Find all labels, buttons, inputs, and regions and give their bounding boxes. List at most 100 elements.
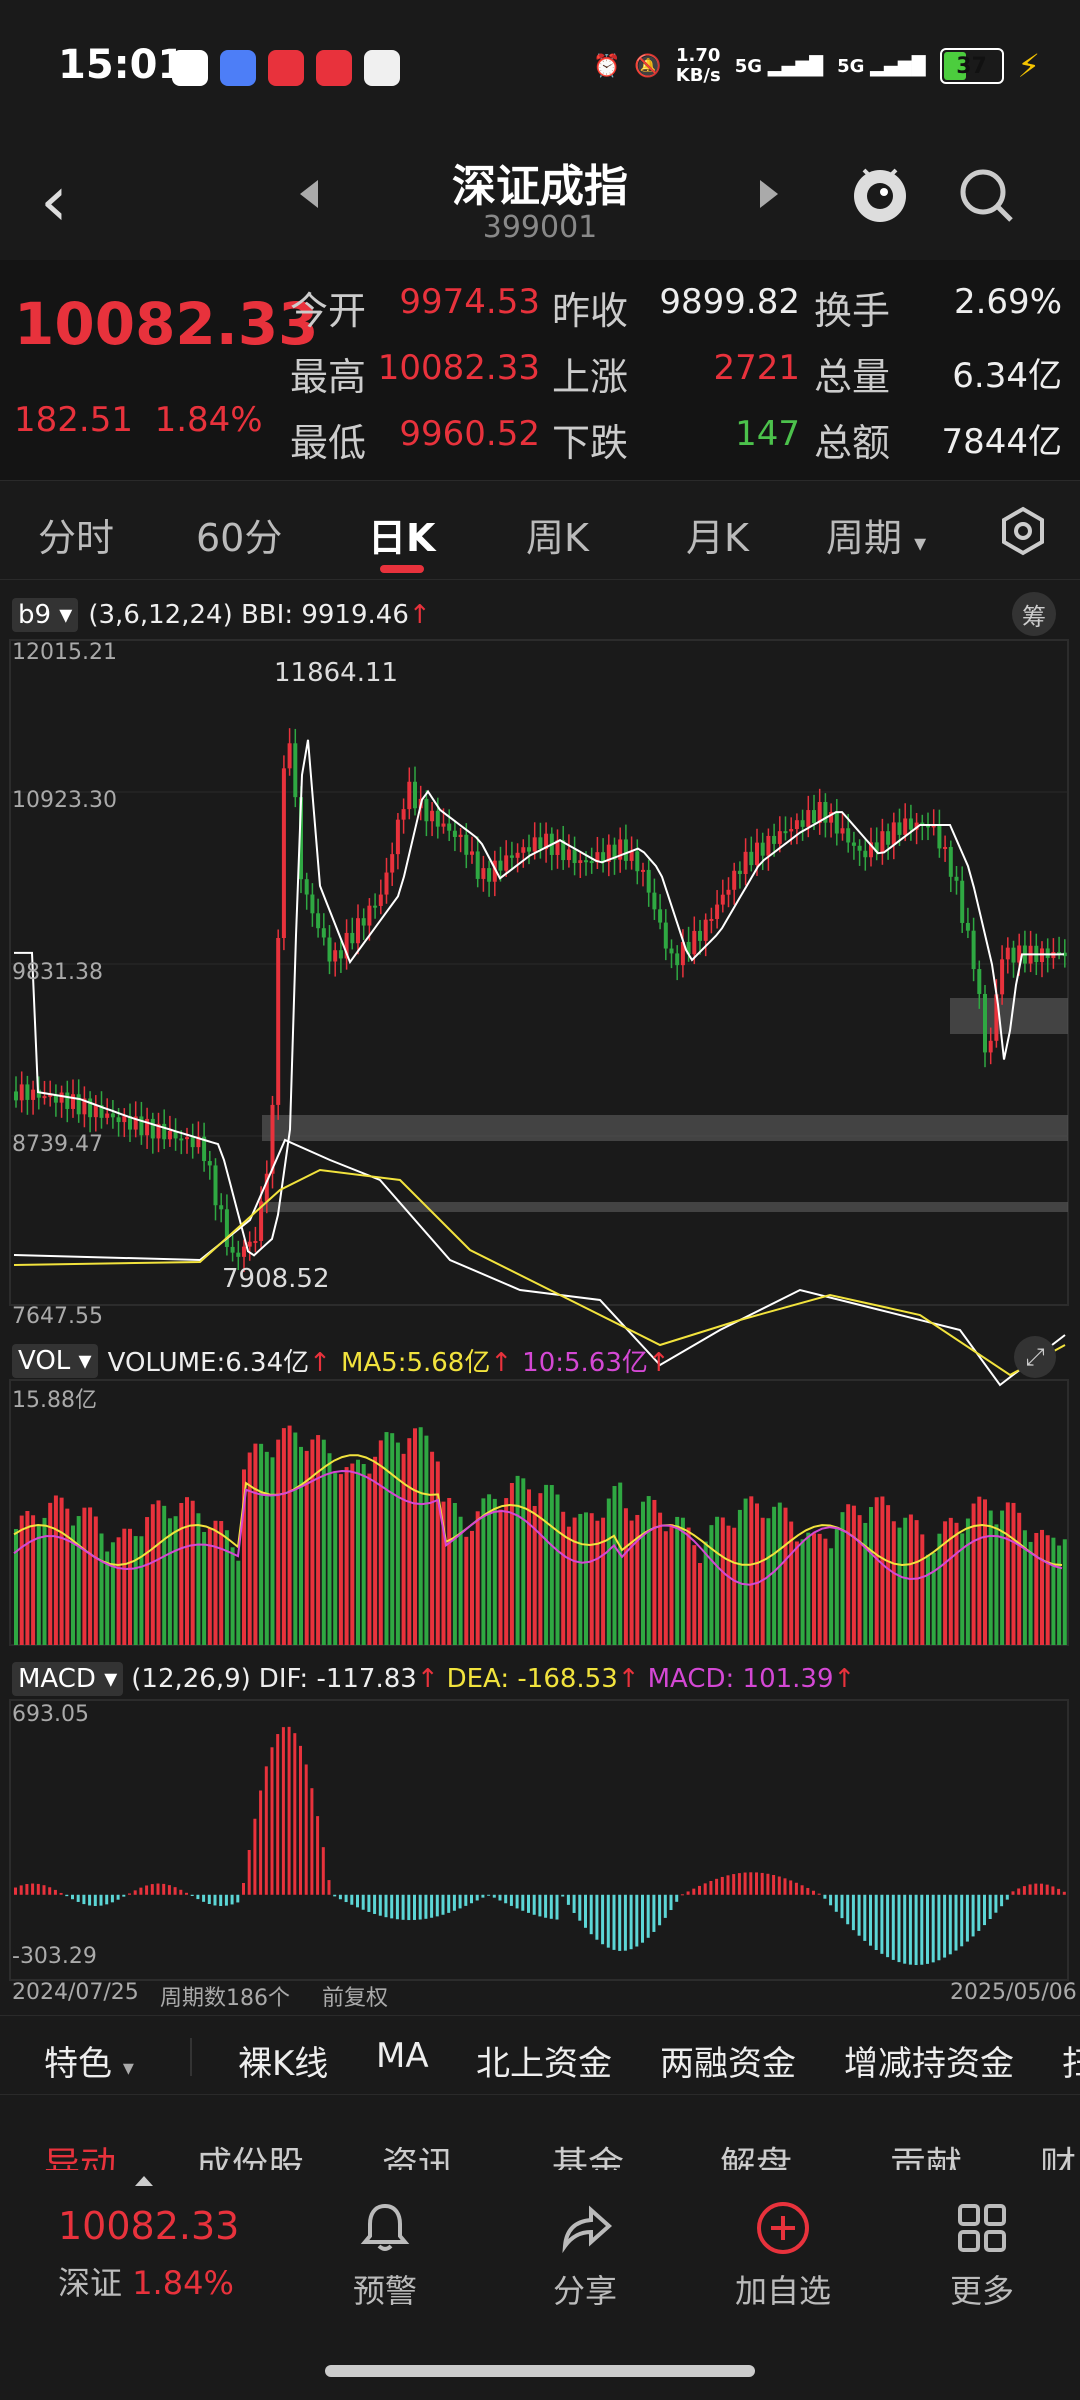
candle-body xyxy=(156,1123,161,1139)
quote-label: 最高 xyxy=(290,355,367,399)
volume-bar xyxy=(612,1486,617,1645)
dropdown-icon: ▾ xyxy=(914,529,927,557)
mascot-icon[interactable] xyxy=(848,162,912,232)
macd-bar xyxy=(48,1887,52,1895)
macd-bar xyxy=(584,1894,587,1928)
expand-icon[interactable]: ⤢ xyxy=(1014,1336,1056,1378)
back-icon[interactable]: ‹ xyxy=(40,160,68,242)
macd-bar xyxy=(686,1891,690,1895)
nav-more[interactable]: 更多 xyxy=(882,2200,1080,2312)
candle-body xyxy=(133,1116,138,1130)
macd-bar xyxy=(264,1766,268,1895)
candle-body xyxy=(110,1113,115,1118)
feature-more[interactable]: 扫 xyxy=(1062,2044,1080,2084)
macd-bar xyxy=(65,1894,69,1897)
macd-bar xyxy=(1017,1888,1021,1895)
feature-special-select[interactable]: 特色 ▾ xyxy=(44,2044,134,2084)
volume-bar xyxy=(259,1443,264,1645)
volume-bar xyxy=(93,1516,98,1645)
volume-bar xyxy=(675,1516,680,1645)
adjust-mode[interactable]: 前复权 xyxy=(322,1986,389,2011)
y-label-bottom: 7647.55 xyxy=(12,1304,103,1329)
macd-bar xyxy=(743,1872,747,1895)
tab-intraday[interactable]: 分时 xyxy=(38,516,115,560)
volume-bar xyxy=(732,1527,737,1645)
home-indicator[interactable] xyxy=(325,2365,755,2377)
macd-bar xyxy=(384,1894,388,1918)
quote-value: 2.69% xyxy=(953,282,1062,322)
volume-bar xyxy=(863,1522,868,1645)
candle-body xyxy=(686,941,691,955)
volume-bar xyxy=(823,1538,828,1645)
tab-weekly[interactable]: 周K xyxy=(526,516,589,560)
candle-body xyxy=(167,1130,172,1140)
volume-bar xyxy=(669,1524,674,1645)
search-icon[interactable] xyxy=(955,164,1019,228)
macd-bar xyxy=(110,1894,114,1903)
quote-value: 147 xyxy=(735,414,800,454)
volume-bar xyxy=(344,1467,349,1645)
prev-stock-icon[interactable] xyxy=(300,180,318,208)
tab-period[interactable]: 周期 ▾ xyxy=(826,516,927,560)
volume-bar xyxy=(361,1464,366,1645)
volume-bar xyxy=(566,1526,571,1645)
macd-bar xyxy=(487,1894,491,1896)
settings-icon[interactable] xyxy=(995,503,1051,559)
main-indicator-select[interactable]: b9 ▾ xyxy=(12,598,79,632)
y-label-3: 9831.38 xyxy=(12,960,103,985)
tab-daily[interactable]: 日K xyxy=(368,516,436,560)
vol-indicator-select[interactable]: VOL ▾ xyxy=(12,1343,98,1378)
volume-bar xyxy=(19,1515,24,1645)
macd-bar xyxy=(943,1894,947,1958)
volume-bar xyxy=(481,1498,486,1645)
macd-bar xyxy=(59,1892,63,1895)
candle-body xyxy=(452,830,457,838)
collapse-arrow-icon[interactable] xyxy=(135,2176,153,2186)
feature-bare-kline[interactable]: 裸K线 xyxy=(238,2044,329,2084)
nav-add-watchlist[interactable]: 加自选 xyxy=(683,2200,883,2312)
candle-body xyxy=(960,880,965,923)
macd-bar xyxy=(1062,1891,1066,1895)
candle-body xyxy=(76,1094,81,1115)
tab-60min[interactable]: 60分 xyxy=(196,516,283,560)
volume-bar xyxy=(948,1517,953,1645)
feature-ma[interactable]: MA xyxy=(376,2036,429,2076)
macd-bar xyxy=(36,1883,40,1895)
header: ‹ 深证成指 399001 xyxy=(0,140,1080,260)
macd-bar xyxy=(652,1894,656,1932)
next-stock-icon[interactable] xyxy=(760,180,778,208)
candle-body xyxy=(555,840,560,855)
macd-bar xyxy=(310,1788,314,1895)
nav-share[interactable]: 分享 xyxy=(485,2200,685,2312)
stock-app-icon-2 xyxy=(364,50,400,86)
feature-northbound[interactable]: 北上资金 xyxy=(476,2044,612,2084)
tab-monthly[interactable]: 月K xyxy=(686,516,749,560)
candle-body xyxy=(475,851,480,879)
volume-bar xyxy=(304,1450,309,1645)
macd-bar xyxy=(772,1874,776,1895)
nav-alert[interactable]: 预警 xyxy=(285,2200,485,2312)
kline-chart[interactable] xyxy=(0,585,1080,2015)
macd-indicator-select[interactable]: MACD ▾ xyxy=(12,1662,124,1696)
volume-bar xyxy=(321,1439,326,1645)
macd-bar xyxy=(367,1894,371,1912)
macd-bar xyxy=(863,1894,867,1941)
candle-body xyxy=(749,851,754,866)
macd-bar xyxy=(680,1894,684,1896)
end-date: 2025/05/06 xyxy=(950,1980,1077,2005)
candle-body xyxy=(93,1105,98,1118)
macd-bar xyxy=(618,1894,622,1951)
feature-margin[interactable]: 两融资金 xyxy=(660,2044,796,2084)
browser-app-icon xyxy=(220,50,256,86)
chip-distribution-button[interactable]: 筹 xyxy=(1012,592,1056,636)
candle-body xyxy=(185,1137,189,1140)
macd-bar xyxy=(732,1874,736,1895)
volume-bar xyxy=(230,1547,235,1645)
volume-bar xyxy=(766,1518,771,1645)
candle-body xyxy=(509,855,514,858)
candle-body xyxy=(663,922,668,949)
macd-bar xyxy=(185,1892,188,1895)
feature-holdings[interactable]: 增减持资金 xyxy=(844,2044,1014,2084)
candle-body xyxy=(253,1240,258,1243)
volume-bar xyxy=(794,1541,799,1645)
